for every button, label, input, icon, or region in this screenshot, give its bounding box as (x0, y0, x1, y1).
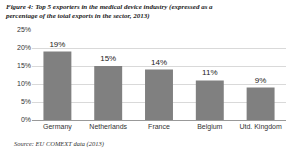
svg-text:Germany: Germany (43, 123, 72, 131)
svg-text:15%: 15% (17, 62, 31, 69)
svg-text:Utd. Kingdom: Utd. Kingdom (239, 123, 282, 131)
svg-text:0%: 0% (21, 116, 31, 123)
svg-text:Figure 4: Top 5 exporters in t: Figure 4: Top 5 exporters in the medical… (5, 3, 213, 20)
svg-text:25%: 25% (17, 26, 31, 33)
svg-text:Belgium: Belgium (197, 123, 222, 131)
svg-text:9%: 9% (255, 76, 267, 85)
svg-text:14%: 14% (151, 58, 167, 67)
svg-text:5%: 5% (21, 98, 31, 105)
svg-text:19%: 19% (49, 40, 65, 49)
svg-text:15%: 15% (100, 54, 116, 63)
svg-text:11%: 11% (202, 68, 217, 77)
svg-text:Netherlands: Netherlands (89, 123, 127, 130)
svg-text:20%: 20% (17, 44, 31, 51)
svg-text:10%: 10% (17, 80, 31, 87)
svg-text:France: France (148, 123, 170, 130)
svg-text:Source: EU COMEXT data (2013): Source: EU COMEXT data (2013) (14, 140, 104, 148)
